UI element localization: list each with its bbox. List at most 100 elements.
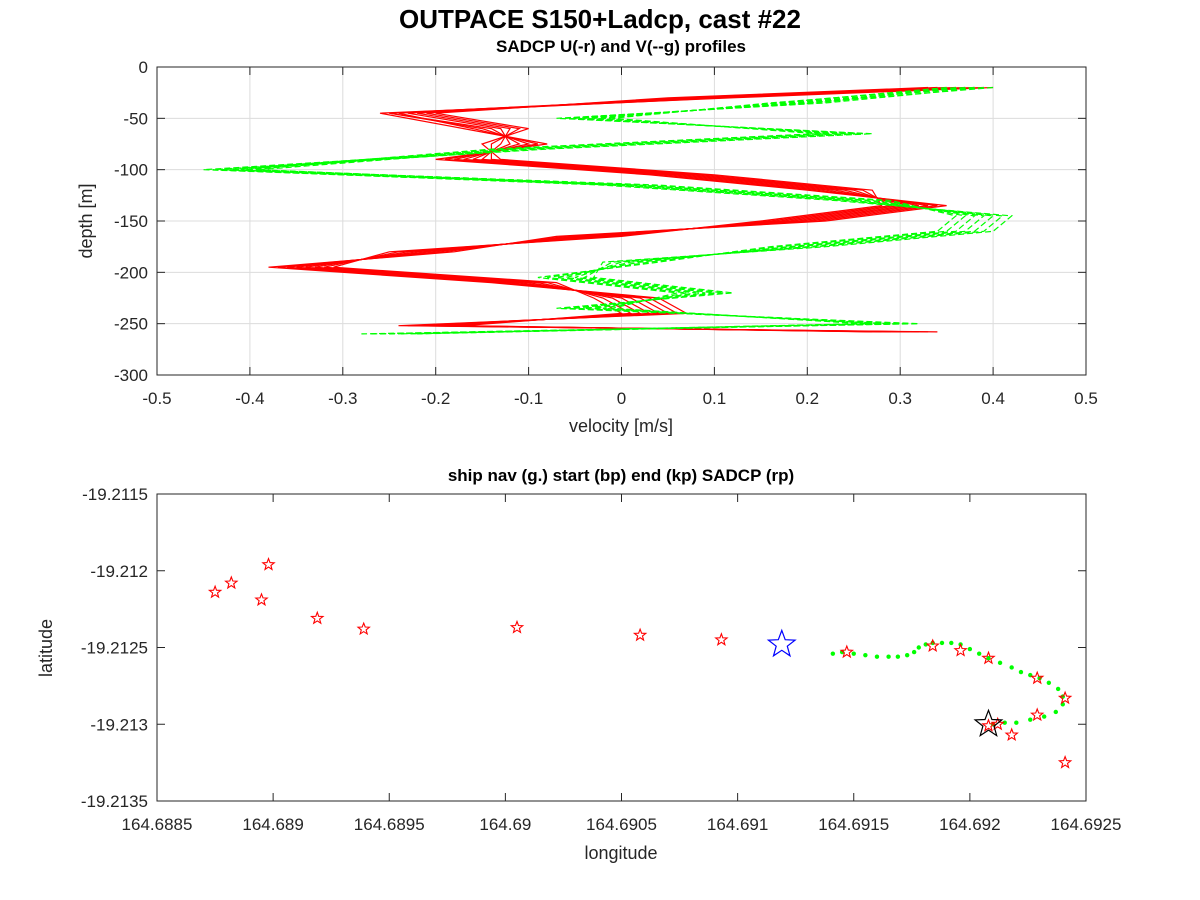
figure-title: OUTPACE S150+Ladcp, cast #22 [399,4,801,34]
ship-nav-point [1041,714,1047,719]
y-tick-label: 0 [139,58,148,77]
ship-nav-point [1028,717,1033,722]
u-profile-line [296,86,984,333]
v-profile-line [249,86,967,335]
x-tick-label: 164.6885 [122,815,193,834]
ship-nav-point [895,654,901,659]
velocity-grid [156,66,1087,376]
sadcp-star [224,575,239,590]
x-tick-label: 164.6895 [354,815,425,834]
velocity-x-axis-label: velocity [m/s] [569,416,673,436]
ship-nav-point [1037,676,1042,681]
sadcp-star [207,584,223,599]
x-tick-label: 0.5 [1074,389,1098,408]
velocity-profile-chart: SADCP U(-r) and V(--g) profiles -0.5 -0.4… [76,37,1098,436]
sadcp-star [632,627,648,642]
sadcp-star [1030,707,1045,722]
u-profile-line [333,86,929,333]
y-tick-label: -19.2135 [81,792,148,811]
nav-plot-area [157,494,1086,801]
x-tick-label: 164.689 [242,815,303,834]
sadcp-star [261,557,276,571]
sadcp-star [953,643,968,657]
ship-nav-point [830,651,836,656]
y-tick-label: -19.2125 [81,639,148,658]
nav-chart-title: ship nav (g.) start (bp) end (kp) SADCP … [448,466,794,485]
nav-x-axis-label: longitude [584,843,657,863]
start-star [766,628,797,658]
ship-nav-point [1046,680,1052,686]
sadcp-star [981,718,996,732]
x-tick-label: 164.691 [707,815,768,834]
velocity-series [203,86,1014,335]
x-tick-label: 0.2 [795,389,819,408]
ship-nav-point [997,660,1003,666]
ship-nav-chart: ship nav (g.) start (bp) end (kp) SADCP … [36,466,1121,863]
ship-nav-point [911,649,917,655]
sadcp-star [839,644,854,659]
x-tick-label: 164.6925 [1051,815,1122,834]
x-tick-label: -0.2 [421,389,450,408]
x-tick-label: -0.4 [235,389,264,408]
x-tick-label: -0.1 [514,389,543,408]
y-tick-label: -100 [114,161,148,180]
y-tick-label: -200 [114,263,148,282]
sadcp-star [925,638,940,653]
ship-nav-point [1055,686,1061,692]
ship-nav-point [904,652,910,658]
x-tick-label: 0.4 [981,389,1005,408]
ship-nav-point [916,645,921,650]
y-tick-label: -19.2115 [82,485,148,504]
nav-series [207,557,1073,769]
ship-nav-point [986,656,991,661]
u-profile-line [305,86,956,333]
velocity-y-axis-label: depth [m] [76,183,96,258]
sadcp-star [356,621,371,636]
u-profile-line [277,86,966,333]
ship-nav-point [874,654,880,659]
v-profile-line [259,86,986,335]
x-tick-label: 164.692 [939,815,1000,834]
ship-nav-point [1002,720,1007,725]
ship-nav-point [886,654,891,659]
v-velocity-series [203,86,1014,335]
x-tick-label: -0.3 [328,389,357,408]
y-tick-label: -300 [114,366,148,385]
ship-nav-point [839,649,845,655]
u-profile-line [314,86,947,333]
u-profile-line [324,86,938,333]
ship-nav-point [863,652,868,658]
ship-nav-point [923,642,928,647]
ship-nav-point [939,640,945,646]
ship-nav-point [1014,720,1019,725]
ship-nav-point [1018,669,1024,675]
sadcp-star [981,650,996,665]
velocity-chart-title: SADCP U(-r) and V(--g) profiles [496,37,746,56]
sadcp-star [309,610,325,625]
sadcp-star [714,632,729,646]
x-tick-label: 164.69 [479,815,531,834]
nav-ticks: 164.6885 164.689 164.6895 164.69 164.6905 164… [81,485,1122,834]
sadcp-star [1057,755,1073,769]
y-tick-label: -50 [123,109,148,128]
x-tick-label: 164.6905 [586,815,657,834]
ship-nav-point [1053,709,1059,715]
ship-nav-point [1009,665,1014,670]
y-tick-label: -250 [114,315,148,334]
y-tick-label: -19.212 [90,562,148,581]
sadcp-star [1004,727,1019,742]
sadcp-star [509,619,525,634]
sadcp-star [1030,670,1045,685]
end-star [973,708,1004,738]
x-tick-label: -0.5 [142,389,171,408]
y-tick-label: -19.213 [90,715,148,734]
y-tick-label: -150 [114,212,148,231]
ship-nav-point [851,651,856,656]
sadcp-star [254,592,269,607]
ship-nav-point [967,646,973,652]
ship-nav-point [976,651,982,656]
ship-nav-point [949,640,954,646]
x-tick-label: 164.6915 [818,815,889,834]
u-profile-line [268,86,994,333]
